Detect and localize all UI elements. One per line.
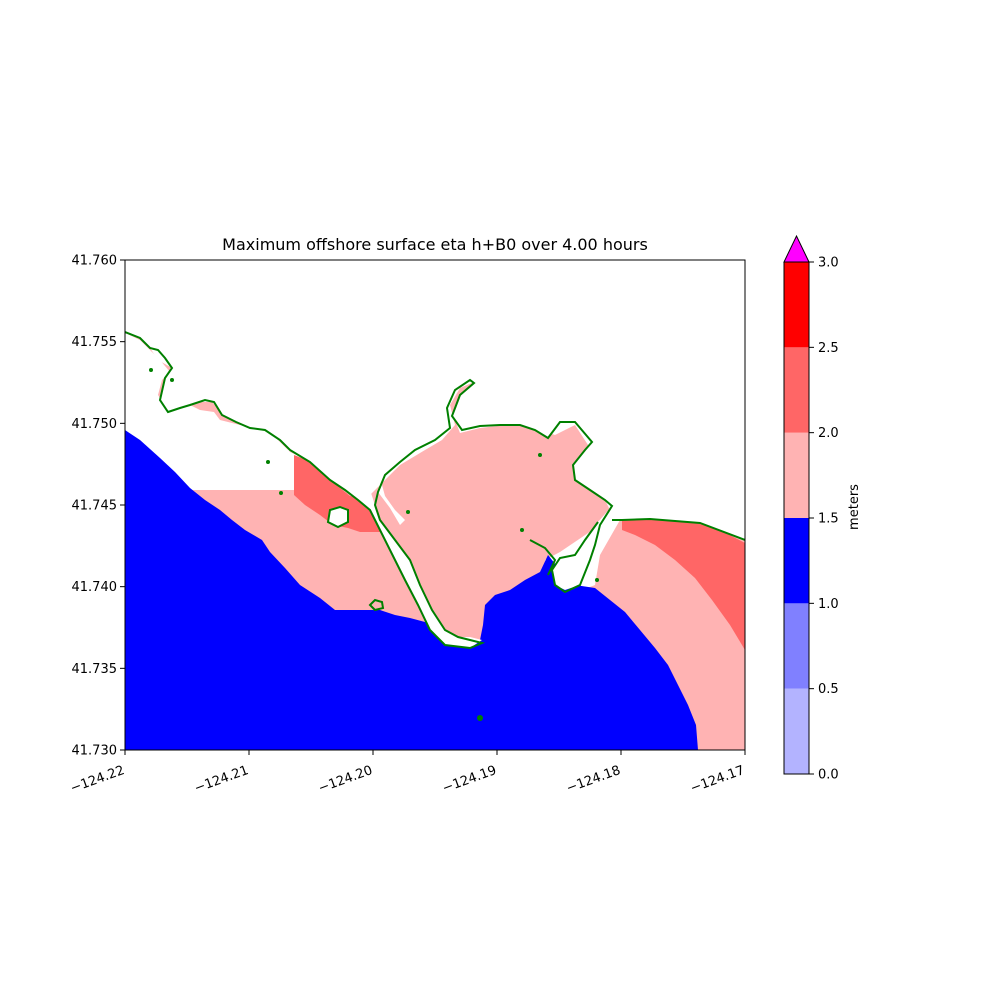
y-tick-label: 41.740	[72, 580, 118, 595]
colorbar-tick-label: 1.0	[818, 597, 839, 612]
land-bay-island	[552, 506, 612, 590]
colorbar-bin	[784, 432, 809, 518]
x-tick-label: −124.20	[316, 763, 374, 796]
islet	[170, 378, 174, 382]
islet	[149, 368, 153, 372]
region-2.0-2.5m-center	[294, 455, 382, 532]
x-axis: −124.22 −124.21 −124.20 −124.19 −124.18 −124.…	[68, 750, 747, 796]
small-islets	[149, 368, 599, 721]
x-tick-label: −124.17	[688, 763, 746, 796]
islet	[406, 510, 410, 514]
shoreline-center-island	[326, 505, 349, 529]
shoreline-east	[612, 517, 745, 541]
x-tick-label: −124.22	[68, 763, 126, 796]
colorbar-extend-arrow	[783, 234, 810, 263]
islet	[538, 453, 542, 457]
x-tick-label: −124.21	[192, 763, 250, 796]
colorbar-bin	[784, 347, 809, 433]
colorbar-tick-label: 2.0	[818, 426, 839, 441]
land-small-island-center	[328, 507, 348, 527]
colorbar-bin	[784, 603, 809, 689]
colorbar-tick-label: 0.0	[818, 768, 839, 783]
region-2.0-2.5m-east	[622, 519, 745, 650]
land-north	[125, 260, 745, 648]
map-layers	[125, 260, 745, 750]
shoreline-contours	[125, 331, 745, 650]
colorbar-tick-label: 1.5	[818, 512, 839, 527]
colorbar-bin	[784, 518, 809, 604]
islet	[279, 491, 283, 495]
islet	[477, 715, 483, 721]
colorbar-bin	[784, 262, 809, 348]
y-tick-label: 41.755	[72, 335, 118, 350]
shoreline-north	[125, 331, 614, 650]
colorbar-tick-label: 3.0	[818, 256, 839, 271]
islet	[595, 578, 599, 582]
x-tick-label: −124.18	[564, 763, 622, 796]
plot-area	[124, 259, 746, 751]
islet	[266, 460, 270, 464]
chart-title: Maximum offshore surface eta h+B0 over 4…	[222, 235, 648, 254]
shoreline-spit	[368, 598, 385, 612]
y-tick-label: 41.730	[72, 744, 118, 759]
region-1.0-1.5m-offshore	[125, 430, 698, 750]
colorbar: 0.0 0.5 1.0 1.5 2.0 2.5 3.0	[783, 234, 839, 783]
y-tick-label: 41.735	[72, 662, 118, 677]
shoreline-inlet-bay	[529, 539, 557, 576]
y-tick-label: 41.745	[72, 499, 118, 514]
colorbar-tick-label: 0.5	[818, 682, 839, 697]
islet	[520, 528, 524, 532]
colorbar-label: meters	[847, 484, 862, 530]
colorbar-bin	[784, 688, 809, 774]
x-tick-label: −124.19	[440, 763, 498, 796]
y-tick-label: 41.760	[72, 254, 118, 269]
colorbar-tick-label: 2.5	[818, 341, 839, 356]
y-tick-label: 41.750	[72, 417, 118, 432]
y-axis: 41.730 41.735 41.740 41.745 41.750 41.755 41.7…	[72, 254, 125, 759]
